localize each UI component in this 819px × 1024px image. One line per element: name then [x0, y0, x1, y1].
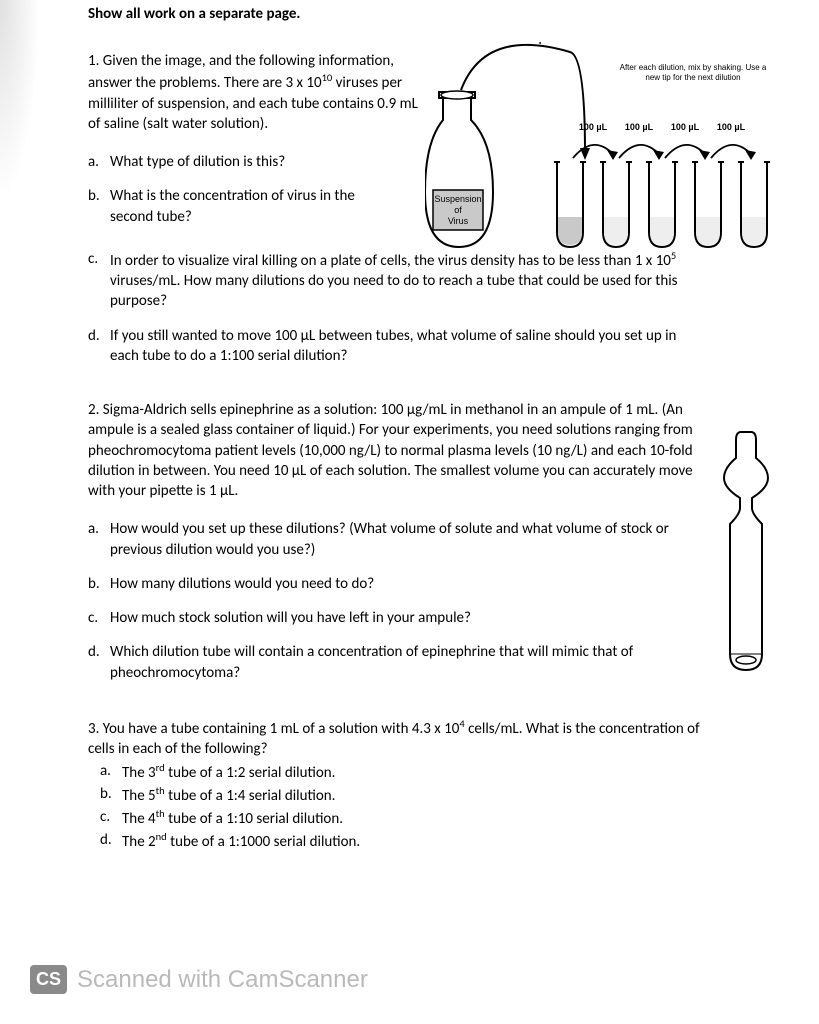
q1-b: b. What is the concentration of virus in…	[88, 186, 388, 227]
q3-a-exp: rd	[156, 761, 165, 774]
bottle-label-1: Suspension	[434, 194, 481, 204]
q3-b-p2: tube of a 1:4 serial dilution.	[165, 787, 336, 805]
q3-a-p1: The 3	[122, 764, 156, 782]
q3-a: a. The 3rd tube of a 1:2 serial dilution…	[100, 761, 779, 784]
q3-c-label: c.	[100, 807, 122, 830]
transfer-arrow-label: 100 µL	[579, 122, 608, 132]
q2-a-label: a.	[88, 519, 110, 560]
tube-liquid	[558, 217, 582, 245]
scanner-footer: CS Scanned with CamScanner	[30, 965, 368, 994]
q1-c-label: c.	[88, 249, 110, 312]
q2-c-label: c.	[88, 608, 110, 628]
tubes: 100 µL 100 µL 100 µL 100 µL	[554, 122, 770, 247]
q3-intro: 3. You have a tube containing 1 mL of a …	[88, 717, 728, 760]
transfer-arrow	[711, 145, 751, 158]
q3-c-exp: th	[156, 807, 165, 820]
q3-d-p1: The 2	[122, 833, 156, 851]
q2-d-text: Which dilution tube will contain a conce…	[110, 642, 718, 683]
q2-a-text: How would you set up these dilutions? (W…	[110, 519, 678, 560]
camscanner-text: Scanned with CamScanner	[77, 966, 368, 994]
q1-d: d. If you still wanted to move 100 µL be…	[88, 326, 708, 367]
q2-b-text: How many dilutions would you need to do?	[110, 574, 678, 594]
q1-a-text: What type of dilution is this?	[110, 152, 388, 172]
q1-d-text: If you still wanted to move 100 µL betwe…	[110, 326, 708, 367]
q3-a-p2: tube of a 1:2 serial dilution.	[165, 764, 336, 782]
transfer-arrow	[665, 145, 705, 158]
q1-b-text: What is the concentration of virus in th…	[110, 186, 388, 227]
q2-c-text: How much stock solution will you have le…	[110, 608, 678, 628]
q3-c-p2: tube of a 1:10 serial dilution.	[165, 810, 343, 828]
q3-a-body: The 3rd tube of a 1:2 serial dilution.	[122, 761, 335, 784]
tube-liquid	[604, 217, 628, 245]
q3-c: c. The 4th tube of a 1:10 serial dilutio…	[100, 807, 779, 830]
bottle-label-2: of	[454, 205, 462, 215]
transfer-arrow-label: 100 µL	[717, 122, 746, 132]
tube-liquid	[650, 217, 674, 245]
main-arrow-label: 100 µL	[519, 42, 550, 45]
q3-b-body: The 5th tube of a 1:4 serial dilution.	[122, 784, 335, 807]
q3-d-p2: tube of a 1:1000 serial dilution.	[167, 833, 361, 851]
q1-a-label: a.	[88, 152, 110, 172]
transfer-arrow-label: 100 µL	[671, 122, 700, 132]
q3-c-body: The 4th tube of a 1:10 serial dilution.	[122, 807, 343, 830]
transfer-arrow-label: 100 µL	[625, 122, 654, 132]
bottle-label-3: Virus	[448, 216, 469, 226]
page-instruction: Show all work on a separate page.	[88, 5, 779, 23]
question-3: 3. You have a tube containing 1 mL of a …	[88, 717, 779, 854]
diagram-note-1: After each dilution, mix by shaking. Use…	[620, 63, 767, 72]
tube-liquid	[742, 217, 766, 245]
camscanner-badge: CS	[30, 965, 67, 994]
q2-b: b. How many dilutions would you need to …	[88, 574, 678, 594]
q3-d-body: The 2nd tube of a 1:1000 serial dilution…	[122, 830, 360, 853]
q3-b-label: b.	[100, 784, 122, 807]
ampule-diagram	[716, 430, 776, 690]
q3-b: b. The 5th tube of a 1:4 serial dilution…	[100, 784, 779, 807]
q2-d: d. Which dilution tube will contain a co…	[88, 642, 718, 683]
dilution-diagram: Suspension of Virus 100 µL After each di…	[425, 42, 775, 272]
suspension-bottle: Suspension of Virus	[425, 91, 493, 247]
q1-a: a. What type of dilution is this?	[88, 152, 388, 172]
q3-d-exp: nd	[156, 830, 167, 843]
q3-d-label: d.	[100, 830, 122, 853]
q3-b-exp: th	[156, 784, 165, 797]
transfer-arrow	[573, 145, 613, 158]
transfer-arrow	[619, 145, 659, 158]
q2-intro: 2. Sigma-Aldrich sells epinephrine as a …	[88, 400, 698, 501]
q1-c-p2: viruses/mL. How many dilutions do you ne…	[110, 272, 678, 310]
q1-d-label: d.	[88, 326, 110, 367]
diagram-note-2: new tip for the next dilution	[645, 73, 740, 82]
q1-b-label: b.	[88, 186, 110, 227]
q3-b-p1: The 5	[122, 787, 156, 805]
q2-a: a. How would you set up these dilutions?…	[88, 519, 678, 560]
q1-intro-exp: 10	[322, 71, 333, 84]
question-2: 2. Sigma-Aldrich sells epinephrine as a …	[88, 400, 779, 683]
q3-intro-p1: 3. You have a tube containing 1 mL of a …	[88, 720, 459, 738]
q3-c-p1: The 4	[122, 810, 156, 828]
q1-intro: 1. Given the image, and the following in…	[88, 51, 418, 134]
q3-a-label: a.	[100, 761, 122, 784]
q2-b-label: b.	[88, 574, 110, 594]
tube-liquid	[696, 217, 720, 245]
q3-d: d. The 2nd tube of a 1:1000 serial dilut…	[100, 830, 779, 853]
q2-c: c. How much stock solution will you have…	[88, 608, 678, 628]
q2-d-label: d.	[88, 642, 110, 683]
